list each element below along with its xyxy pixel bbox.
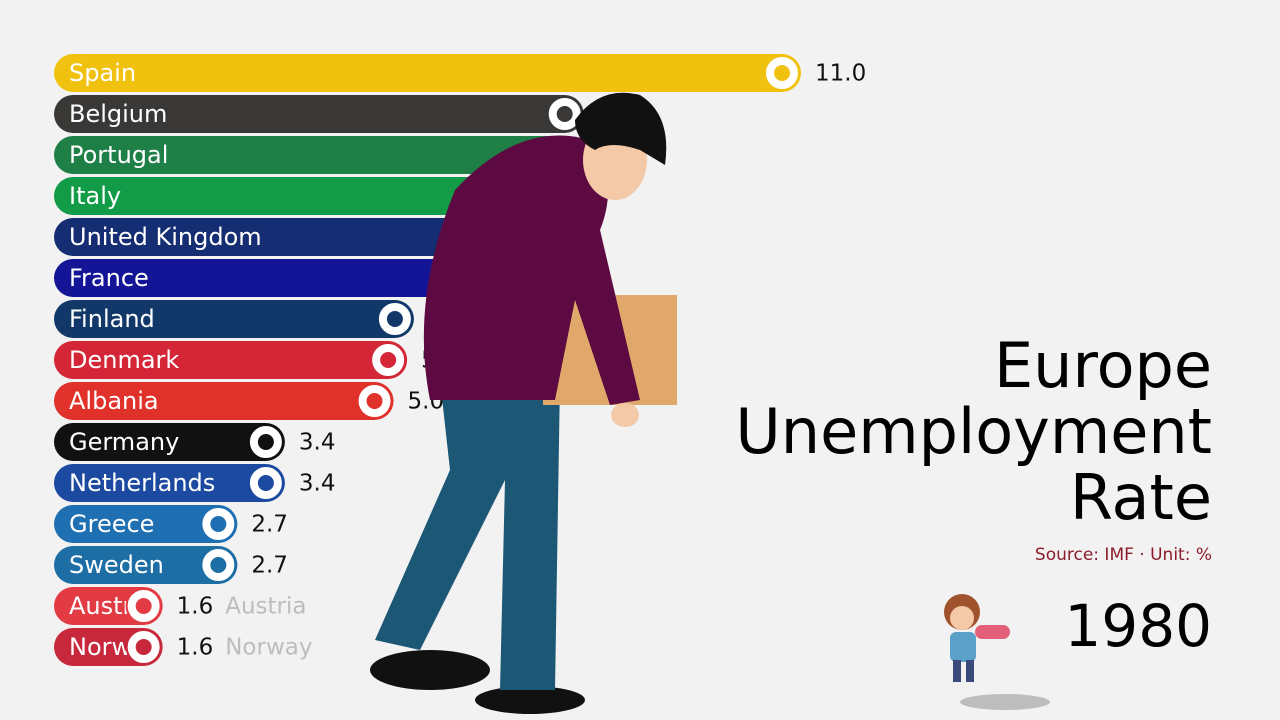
bar bbox=[54, 300, 414, 338]
bars: Spain11.0Belgium7.8Portugal7.6Italy7.4Un… bbox=[54, 54, 866, 666]
hair bbox=[575, 92, 667, 165]
bar bbox=[54, 136, 571, 174]
shirt bbox=[423, 135, 640, 406]
bar-label: France bbox=[69, 264, 149, 292]
flag-center bbox=[257, 475, 274, 491]
bar bbox=[54, 382, 394, 420]
bar bbox=[54, 54, 801, 92]
flag-center bbox=[135, 639, 152, 655]
flag-center bbox=[210, 557, 227, 573]
mascot bbox=[944, 594, 1050, 710]
bar-label: Germany bbox=[69, 428, 179, 456]
value-label: 3.4 bbox=[299, 471, 336, 497]
bar bbox=[54, 546, 238, 584]
value-label: 1.6 bbox=[177, 635, 214, 661]
bar bbox=[54, 341, 408, 379]
bar bbox=[54, 177, 557, 215]
bar-label: Albania bbox=[69, 387, 159, 415]
illustration bbox=[370, 92, 677, 714]
hand bbox=[611, 403, 639, 427]
chart-title: Europe bbox=[994, 329, 1212, 402]
bar-label: Netherlands bbox=[69, 469, 215, 497]
shoe bbox=[370, 650, 490, 690]
bar-label: United Kingdom bbox=[69, 223, 262, 251]
outside-label: Austria bbox=[225, 594, 306, 620]
outside-label: Norway bbox=[225, 635, 312, 661]
value-label: 2.7 bbox=[251, 512, 288, 538]
value-label: 11.0 bbox=[815, 61, 866, 87]
flag-center bbox=[210, 516, 227, 532]
bar bbox=[54, 95, 584, 133]
value-label: 3.4 bbox=[299, 430, 336, 456]
chart-title: Rate bbox=[1070, 461, 1212, 534]
bar-label: Greece bbox=[69, 510, 154, 538]
bar bbox=[54, 464, 285, 502]
flag-center bbox=[257, 434, 274, 450]
source: Source: IMF · Unit: % bbox=[1035, 545, 1212, 565]
pants bbox=[375, 380, 560, 690]
chart-title: Unemployment bbox=[735, 395, 1212, 468]
bar-label: Italy bbox=[69, 182, 121, 210]
bar-label: Portugal bbox=[69, 141, 168, 169]
flag-center bbox=[774, 65, 790, 81]
year: 1980 bbox=[1064, 592, 1212, 660]
value-label: 2.7 bbox=[251, 553, 288, 579]
bar-label: Sweden bbox=[69, 551, 164, 579]
flag-center bbox=[135, 598, 152, 614]
bar bbox=[54, 218, 537, 256]
flag-center bbox=[366, 393, 383, 409]
bar-label: Finland bbox=[69, 305, 155, 333]
bar-label: Denmark bbox=[69, 346, 179, 374]
bar bbox=[54, 505, 238, 543]
shoe bbox=[475, 686, 585, 714]
bar-label: Belgium bbox=[69, 100, 167, 128]
flag-center bbox=[556, 106, 573, 122]
bar bbox=[54, 423, 285, 461]
bar bbox=[54, 259, 503, 297]
flag-center bbox=[386, 311, 403, 327]
bar-label: Spain bbox=[69, 59, 136, 87]
flag-center bbox=[380, 352, 397, 368]
value-label: 1.6 bbox=[177, 594, 214, 620]
